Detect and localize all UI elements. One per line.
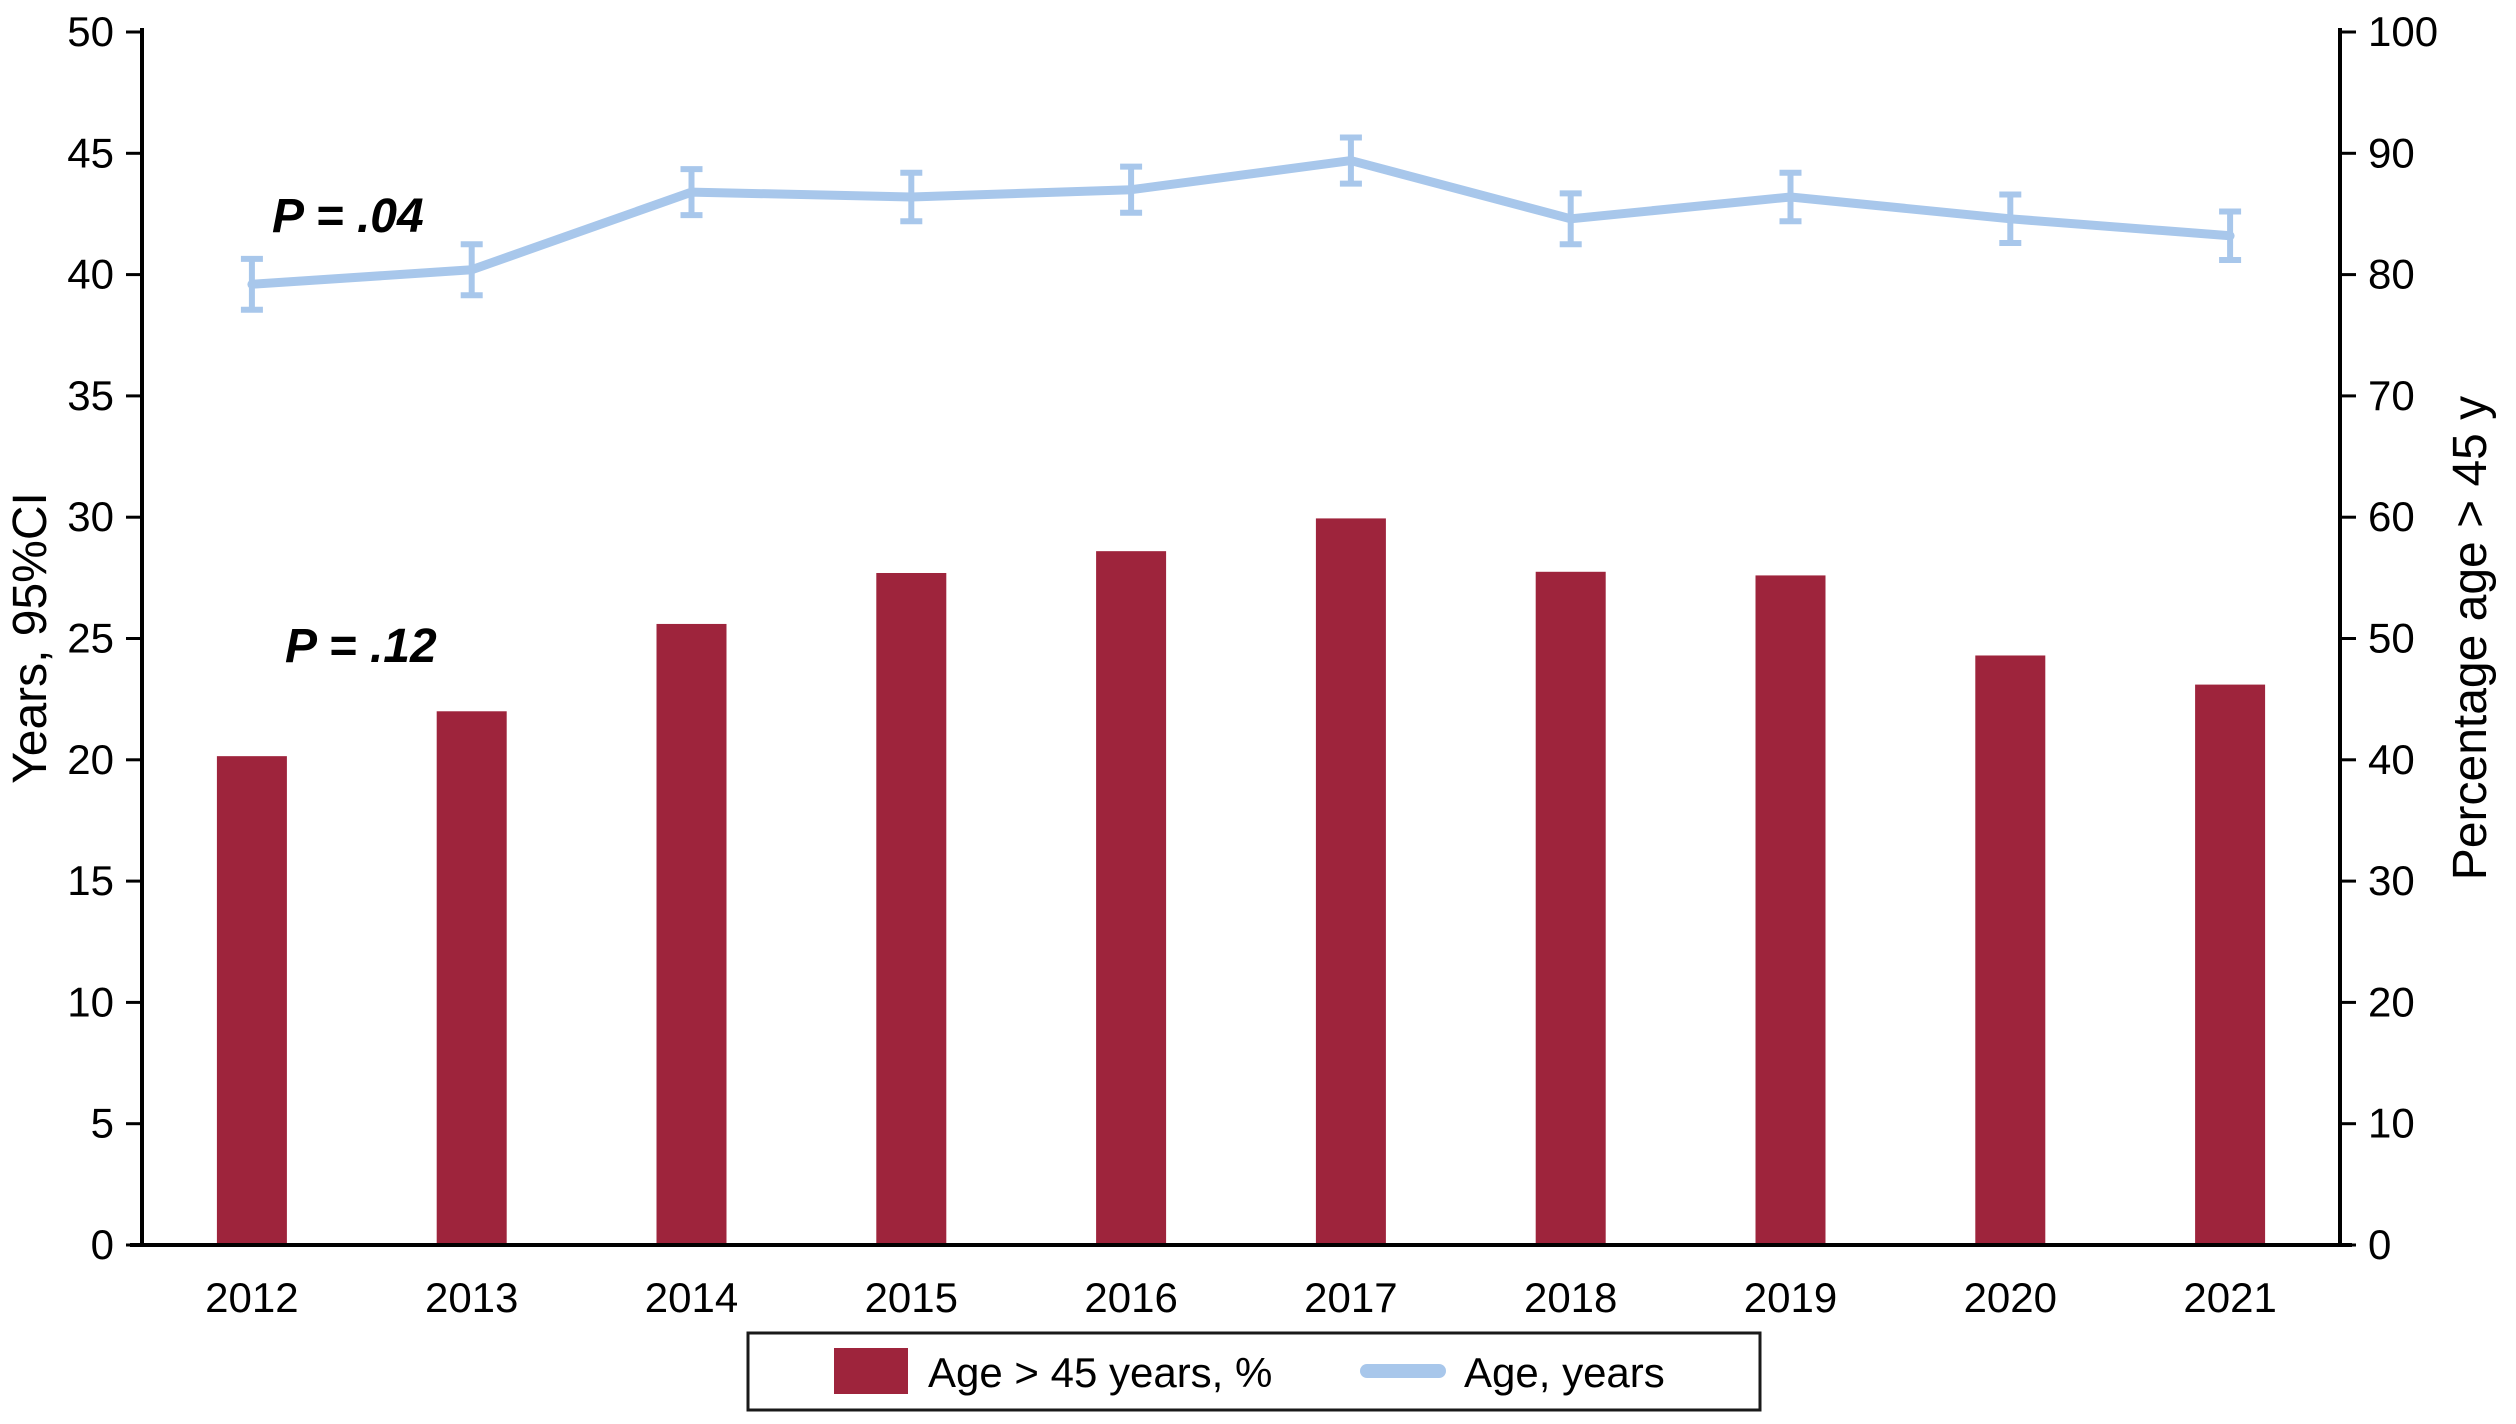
x-label-2014: 2014 [645, 1274, 738, 1321]
left-axis-tick-label: 25 [67, 615, 114, 662]
line-series [247, 156, 2235, 289]
right-axis-tick-label: 70 [2368, 372, 2415, 419]
right-axis-tick-label: 0 [2368, 1221, 2391, 1268]
right-axis-tick-label: 80 [2368, 251, 2415, 298]
x-label-2016: 2016 [1084, 1274, 1177, 1321]
right-axis-tick-label: 50 [2368, 615, 2415, 662]
legend-swatch-bar [834, 1348, 908, 1394]
x-label-2012: 2012 [205, 1274, 298, 1321]
right-axis-tick-label: 90 [2368, 129, 2415, 176]
right-axis-tick-label: 40 [2368, 736, 2415, 783]
left-axis-tick-label: 20 [67, 736, 114, 783]
bar-2016 [1096, 551, 1167, 1245]
axis-ticks: 0 5 10 15 20 25 30 35 40 45 50 0 10 20 30 40 50 60 70 80 90 1… [67, 8, 2438, 1268]
right-axis-title: Percentage age > 45 y [2444, 396, 2497, 880]
age-years-line [247, 156, 2235, 289]
left-axis-tick-label: 10 [67, 978, 114, 1025]
legend-label-bar: Age > 45 years, % [928, 1349, 1272, 1396]
p-value-line-annotation: P = .04 [272, 190, 424, 243]
bar-2018 [1535, 571, 1606, 1245]
x-label-2021: 2021 [2183, 1274, 2276, 1321]
x-label-2017: 2017 [1304, 1274, 1397, 1321]
bar-2017 [1315, 518, 1386, 1245]
left-axis-tick-label: 50 [67, 8, 114, 55]
x-label-2019: 2019 [1744, 1274, 1837, 1321]
left-axis-tick-label: 0 [91, 1221, 114, 1268]
legend: Age > 45 years, % Age, years [746, 1331, 1762, 1412]
left-axis-tick-label: 40 [67, 251, 114, 298]
right-axis-tick-label: 10 [2368, 1100, 2415, 1147]
bar-2012 [216, 756, 287, 1245]
x-label-2013: 2013 [425, 1274, 518, 1321]
left-axis-tick-label: 5 [91, 1100, 114, 1147]
legend-label-line: Age, years [1464, 1349, 1665, 1396]
legend-box [746, 1331, 1762, 1412]
x-label-2018: 2018 [1524, 1274, 1617, 1321]
left-axis-tick-label: 35 [67, 372, 114, 419]
p-value-bar-annotation: P = .12 [285, 620, 437, 673]
x-label-2020: 2020 [1964, 1274, 2057, 1321]
bar-2014 [656, 623, 727, 1245]
bar-2020 [1975, 655, 2046, 1245]
bar-series [216, 518, 2266, 1245]
legend-swatch-line [1360, 1364, 1446, 1378]
bar-2019 [1755, 575, 1826, 1245]
bar-2021 [2195, 684, 2266, 1245]
right-axis-tick-label: 100 [2368, 8, 2438, 55]
error-bars [240, 134, 2242, 313]
x-category-labels: 2012 2013 2014 2015 2016 2017 2018 2019 2020 2021 [205, 1274, 2277, 1321]
right-axis-tick-label: 60 [2368, 493, 2415, 540]
bar-2013 [436, 711, 507, 1245]
x-label-2015: 2015 [865, 1274, 958, 1321]
left-axis-tick-label: 30 [67, 493, 114, 540]
right-axis-tick-label: 30 [2368, 857, 2415, 904]
left-axis-tick-label: 15 [67, 857, 114, 904]
left-axis-tick-label: 45 [67, 129, 114, 176]
right-axis-tick-label: 20 [2368, 978, 2415, 1025]
bar-2015 [876, 572, 947, 1245]
left-axis-title: Years, 95%CI [4, 492, 57, 784]
